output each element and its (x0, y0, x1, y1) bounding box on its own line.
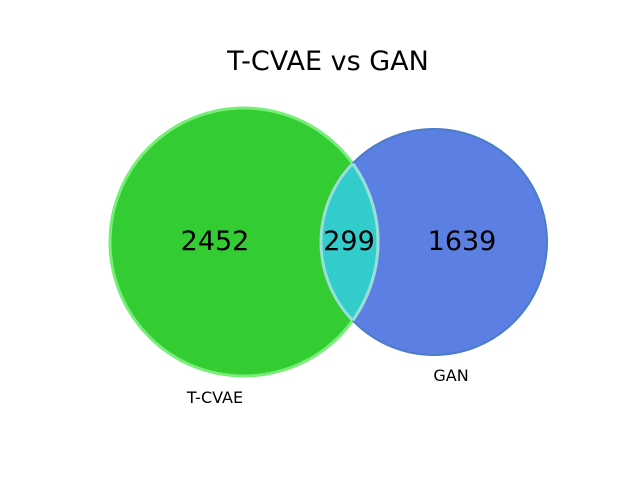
set-b-label: GAN (433, 366, 468, 385)
intersection-count: 299 (323, 226, 375, 257)
set-a-only-count: 2452 (181, 226, 250, 257)
intersection-outline-a (321, 129, 380, 355)
diagram-title: T-CVAE vs GAN (226, 46, 429, 77)
set-a-label: T-CVAE (186, 388, 243, 407)
set-b-only-count: 1639 (428, 226, 497, 257)
intersection-outline-b (319, 127, 378, 357)
set-a-circle (110, 108, 378, 376)
set-b-circle (321, 129, 547, 355)
